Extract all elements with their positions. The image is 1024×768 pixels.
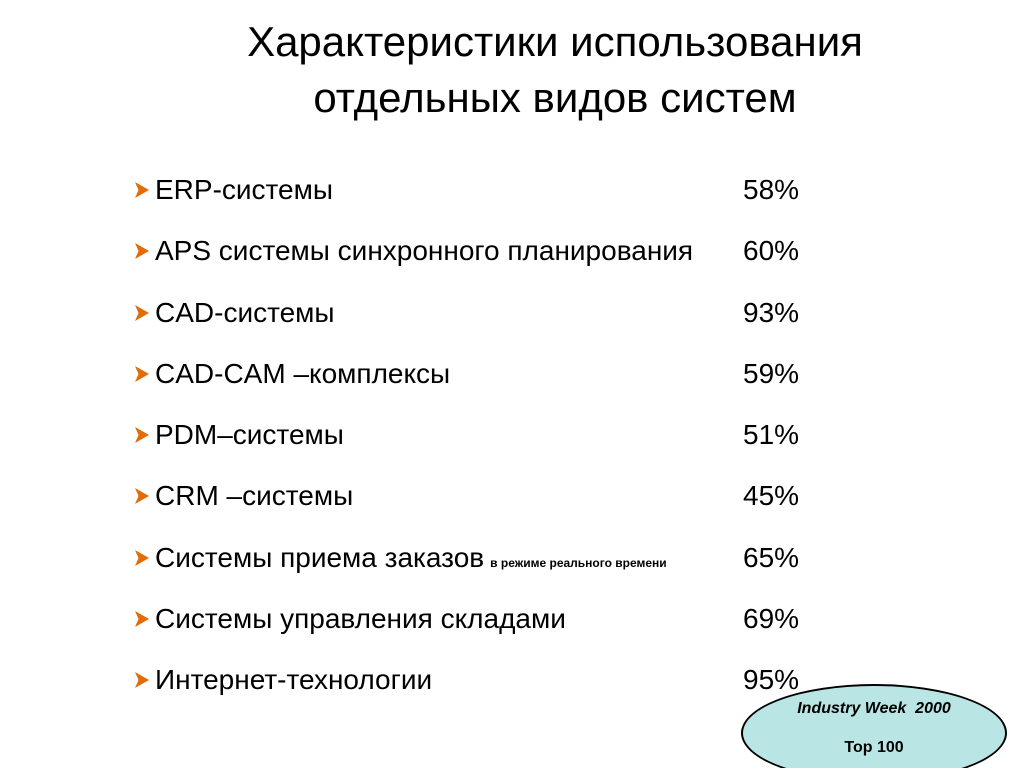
item-percent: 51%	[743, 419, 800, 451]
item-percent: 60%	[743, 235, 800, 267]
arrow-right-icon	[133, 538, 155, 578]
item-percent: 93%	[743, 296, 800, 328]
item-percent: 69%	[743, 603, 800, 635]
item-label: APS системы синхронного планирования	[155, 235, 694, 267]
arrow-right-icon	[133, 170, 155, 210]
item-label: Системы приема заказов	[155, 541, 485, 573]
item-percent: 58%	[743, 174, 800, 205]
item-percent: 45%	[743, 480, 800, 512]
item-note: в режиме реального времени	[490, 555, 667, 570]
badge-source: Industry Week 2000	[797, 700, 951, 717]
item-percent: 95%	[743, 664, 800, 696]
badge-rank: Top 100	[844, 739, 904, 756]
arrow-right-icon	[133, 231, 155, 271]
slide-title: Характеристики использования отдельных в…	[0, 14, 1024, 126]
list-item: CAD-CAM –комплексы 59%	[133, 354, 813, 415]
item-label: ERP-системы	[155, 174, 333, 205]
source-badge: Industry Week 2000 Top 100	[741, 684, 1007, 768]
arrow-right-icon	[133, 599, 155, 639]
item-label: CAD-CAM –комплексы	[155, 357, 451, 389]
item-percent: 65%	[743, 541, 800, 573]
arrow-right-icon	[133, 415, 155, 455]
item-percent: 59%	[743, 357, 800, 389]
list-item: ERP-системы 58%	[133, 170, 813, 231]
item-label: Интернет-технологии	[155, 664, 433, 696]
item-label: Системы управления складами	[155, 603, 566, 635]
title-line-2: отдельных видов систем	[313, 74, 797, 121]
title-line-1: Характеристики использования	[247, 18, 863, 65]
arrow-right-icon	[133, 354, 155, 394]
list-item: PDM–системы 51%	[133, 415, 813, 476]
list-item: Системы управления складами 69%	[133, 599, 813, 660]
arrow-right-icon	[133, 293, 155, 333]
item-label: CAD-системы	[155, 296, 335, 328]
list-item: Системы приема заказов в режиме реального…	[133, 538, 813, 599]
list-item: APS системы синхронного планирования 60%	[133, 231, 813, 292]
list-item: Интернет-технологии 95%	[133, 660, 813, 721]
item-label: PDM–системы	[155, 419, 344, 451]
systems-usage-list: ERP-системы 58% APS системы синхронного …	[133, 170, 813, 722]
arrow-right-icon	[133, 476, 155, 516]
list-item: CRM –системы 45%	[133, 476, 813, 537]
list-item: CAD-системы 93%	[133, 293, 813, 354]
item-label: CRM –системы	[155, 480, 354, 512]
arrow-right-icon	[133, 660, 155, 700]
